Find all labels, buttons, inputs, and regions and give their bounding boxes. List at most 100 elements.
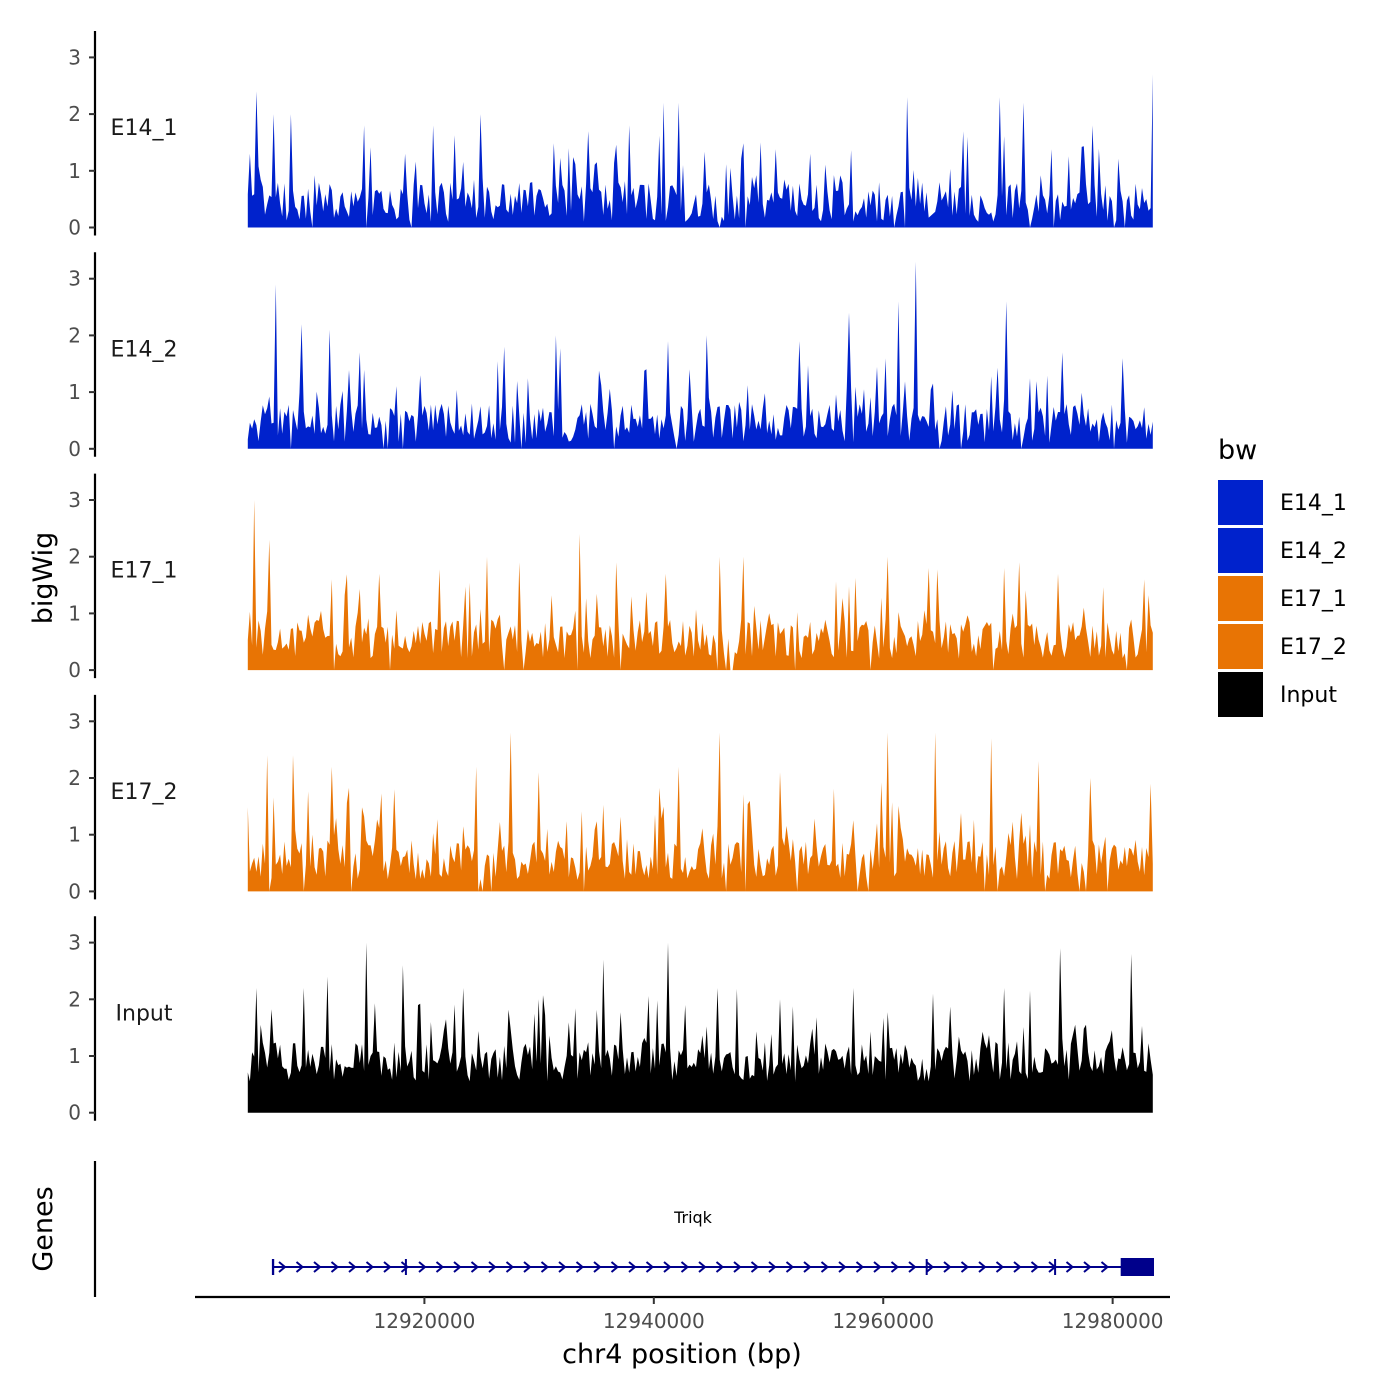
y-tick-label: 1 [68, 380, 81, 404]
gene-name-label: Triqk [673, 1208, 713, 1227]
strand-arrow [488, 1261, 497, 1273]
legend-title: bw [1218, 435, 1257, 466]
coverage-tracks: 0 1 2 3 E14_1 0 1 2 3 E14_2 0 1 2 3 E17_1 0 1 2 3 E17_2 0 1 2 3… [68, 31, 1153, 1125]
y-tick-label: 3 [68, 709, 81, 733]
gene-exon [1120, 1258, 1154, 1276]
x-tick-label: 12940000 [603, 1309, 705, 1333]
y-tick-label: 0 [68, 437, 81, 461]
strand-arrow [575, 1261, 585, 1273]
strand-arrow [715, 1261, 725, 1273]
strand-arrow [295, 1261, 305, 1273]
legend-item-e17-2: E17_2 [1218, 624, 1347, 669]
y-tick-label: 0 [68, 1101, 81, 1125]
strand-arrow [453, 1261, 462, 1273]
strand-arrow [785, 1261, 795, 1273]
gene-exon [404, 1259, 407, 1275]
coverage-area [247, 74, 1153, 228]
track-label: E17_2 [111, 780, 178, 805]
track-e17-1: 0 1 2 3 E17_1 [68, 473, 1153, 682]
y-tick-label: 1 [68, 601, 81, 625]
x-axis-title: chr4 position (bp) [562, 1339, 802, 1370]
y-tick-label: 0 [68, 658, 81, 682]
gene-exon [925, 1259, 928, 1275]
gene-triqk: Triqk [271, 1208, 1154, 1276]
y-tick-label: 2 [68, 987, 81, 1011]
strand-arrow [540, 1261, 550, 1273]
strand-arrow [1030, 1261, 1040, 1273]
strand-arrow [348, 1261, 357, 1273]
y-tick-label: 3 [68, 931, 81, 955]
gene-models: Triqk [271, 1208, 1154, 1276]
y-tick-label: 1 [68, 823, 81, 847]
strand-arrow [435, 1261, 445, 1273]
x-axis: 12920000 12940000 12960000 12980000 [195, 1295, 1170, 1333]
y-tick-label: 2 [68, 766, 81, 790]
strand-arrow [628, 1261, 637, 1273]
strand-arrow [803, 1261, 812, 1273]
y-axis-title: bigWig [28, 532, 59, 625]
strand-arrow [960, 1261, 970, 1273]
legend-label: E14_1 [1280, 491, 1347, 516]
legend-label: E17_2 [1280, 635, 1347, 660]
strand-arrow [873, 1261, 882, 1273]
strand-arrow [400, 1261, 410, 1273]
coverage-area [247, 261, 1153, 449]
strand-arrow [523, 1261, 532, 1273]
strand-arrow [645, 1261, 655, 1273]
legend-swatch [1218, 624, 1263, 669]
legend-label: Input [1280, 683, 1337, 708]
y-tick-label: 2 [68, 102, 81, 126]
strand-arrow [330, 1261, 340, 1273]
strand-arrow [943, 1261, 952, 1273]
y-tick-label: 1 [68, 1044, 81, 1068]
legend-swatch [1218, 528, 1263, 573]
track-label: E17_1 [111, 559, 178, 584]
strand-arrow [558, 1261, 567, 1273]
strand-arrow [663, 1261, 672, 1273]
gene-exon [271, 1259, 275, 1275]
track-e17-2: 0 1 2 3 E17_2 [68, 694, 1153, 903]
track-label: Input [116, 1001, 173, 1026]
strand-arrow [750, 1261, 760, 1273]
coverage-area [247, 500, 1153, 671]
track-e14-1: 0 1 2 3 E14_1 [68, 31, 1153, 240]
strand-arrow [698, 1261, 707, 1273]
track-input: 0 1 2 3 Input [68, 916, 1153, 1125]
strand-arrow [383, 1261, 392, 1273]
legend-item-input: Input [1218, 672, 1337, 717]
y-tick-label: 2 [68, 545, 81, 569]
y-tick-label: 3 [68, 488, 81, 512]
y-tick-label: 0 [68, 879, 81, 903]
y-tick-label: 3 [68, 45, 81, 69]
gene-exon [1054, 1259, 1057, 1275]
strand-arrow [838, 1261, 847, 1273]
coverage-area [247, 732, 1153, 892]
strand-arrow [365, 1261, 375, 1273]
y-tick-label: 1 [68, 159, 81, 183]
strand-arrow [768, 1261, 777, 1273]
x-tick-label: 12920000 [374, 1309, 476, 1333]
legend-swatch [1218, 576, 1263, 621]
x-tick-label: 12980000 [1062, 1309, 1164, 1333]
x-tick-label: 12960000 [832, 1309, 934, 1333]
y-tick-label: 0 [68, 216, 81, 240]
strand-arrow [610, 1261, 620, 1273]
track-label: E14_1 [111, 116, 178, 141]
strand-arrow [978, 1261, 987, 1273]
legend-item-e14-1: E14_1 [1218, 480, 1347, 525]
coverage-area [247, 942, 1153, 1113]
legend-swatch [1218, 672, 1263, 717]
legend-item-e17-1: E17_1 [1218, 576, 1347, 621]
legend-label: E17_1 [1280, 587, 1347, 612]
strand-arrow [925, 1261, 935, 1273]
strand-arrow [418, 1261, 427, 1273]
legend: bw E14_1 E14_2 E17_1 E17_2 Input [1218, 435, 1347, 717]
strand-arrow [820, 1261, 830, 1273]
gene-track-panel: Triqk [93, 1161, 1154, 1297]
strand-arrow [680, 1261, 690, 1273]
legend-label: E14_2 [1280, 539, 1347, 564]
strand-arrow [908, 1261, 917, 1273]
strand-arrow [1013, 1261, 1022, 1273]
strand-arrow [890, 1261, 900, 1273]
y-tick-label: 3 [68, 267, 81, 291]
